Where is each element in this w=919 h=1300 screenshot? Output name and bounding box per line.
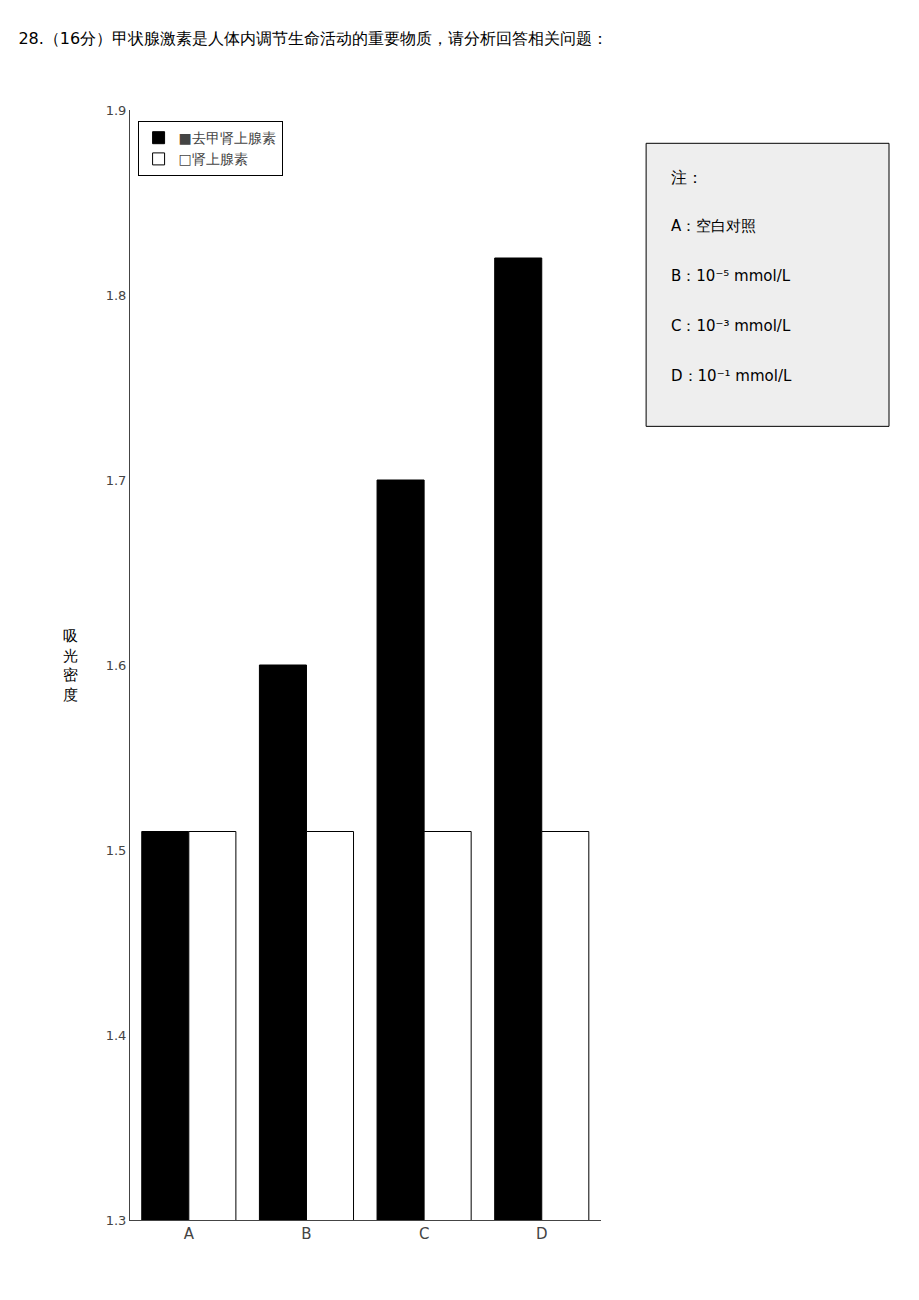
svg-text:1.7: 1.7 bbox=[106, 473, 127, 488]
svg-text:1.8: 1.8 bbox=[106, 288, 127, 303]
svg-text:D: D bbox=[536, 1225, 548, 1243]
svg-text:A：空白对照: A：空白对照 bbox=[671, 217, 756, 235]
svg-text:28.（16分）甲状腺激素是人体内调节生命活动的重要物质，请: 28.（16分）甲状腺激素是人体内调节生命活动的重要物质，请分析回答相关问题： bbox=[18, 29, 608, 48]
svg-text:A: A bbox=[184, 1225, 195, 1243]
svg-text:1.5: 1.5 bbox=[106, 843, 127, 858]
svg-text:■去甲肾上腺素: ■去甲肾上腺素 bbox=[179, 130, 276, 146]
svg-text:C: C bbox=[419, 1225, 429, 1243]
svg-text:B: B bbox=[301, 1225, 311, 1243]
svg-text:1.3: 1.3 bbox=[106, 1213, 127, 1228]
svg-text:1.6: 1.6 bbox=[106, 658, 127, 673]
svg-text:吸光密度: 吸光密度 bbox=[63, 627, 78, 704]
svg-text:B：10⁻⁵ mmol/L: B：10⁻⁵ mmol/L bbox=[671, 267, 791, 285]
svg-text:D：10⁻¹ mmol/L: D：10⁻¹ mmol/L bbox=[671, 367, 792, 385]
svg-text:注：: 注： bbox=[671, 168, 703, 187]
svg-text:C：10⁻³ mmol/L: C：10⁻³ mmol/L bbox=[671, 317, 791, 335]
svg-text:1.9: 1.9 bbox=[106, 103, 127, 118]
svg-text:1.4: 1.4 bbox=[106, 1028, 127, 1043]
svg-text:□肾上腺素: □肾上腺素 bbox=[179, 151, 248, 167]
